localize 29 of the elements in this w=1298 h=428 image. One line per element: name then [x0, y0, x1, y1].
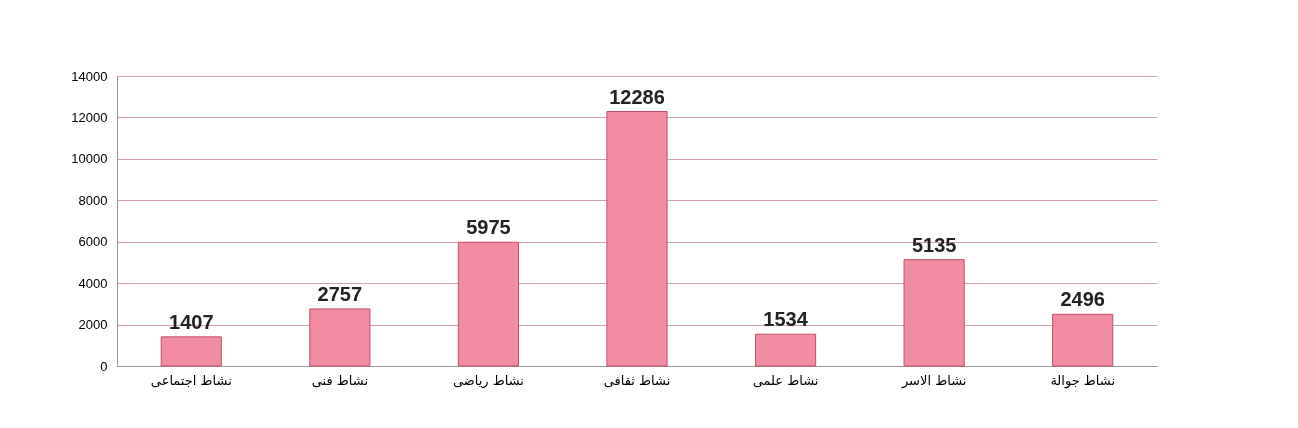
y-tick-label: 2000	[78, 317, 108, 333]
bar	[457, 241, 520, 367]
data-label: 1534	[763, 308, 809, 331]
x-tick-label: نشاط الاسر	[900, 372, 967, 389]
data-label: 5135	[911, 233, 957, 256]
data-label: 2757	[317, 282, 363, 305]
x-tick-label: نشاط علمى	[752, 372, 819, 388]
bar	[754, 333, 817, 367]
x-tick-label: نشاط اجتماعى	[150, 372, 232, 388]
x-tick-label: نشاط رياضى	[452, 372, 524, 389]
bar	[160, 336, 222, 367]
data-label: 5975	[466, 216, 511, 239]
bar	[606, 111, 668, 367]
y-tick-label: 14000	[71, 68, 108, 84]
data-label: 2496	[1060, 288, 1105, 311]
y-tick-label: 8000	[78, 192, 108, 208]
y-tick-label: 4000	[78, 275, 108, 291]
data-label: 1407	[169, 310, 214, 333]
y-tick-label: 10000	[71, 151, 108, 167]
x-tick-label: نشاط ثقافى	[603, 372, 671, 388]
y-tick-label: 12000	[71, 109, 108, 125]
bar	[309, 308, 371, 367]
y-tick-label: 6000	[78, 234, 108, 250]
x-tick-label: نشاط جوالة	[1050, 372, 1116, 389]
bar	[1052, 313, 1114, 367]
bar	[903, 259, 965, 367]
y-tick-label: 0	[100, 358, 108, 374]
x-tick-label: نشاط فنى	[311, 372, 369, 388]
data-label: 12286	[609, 85, 665, 108]
